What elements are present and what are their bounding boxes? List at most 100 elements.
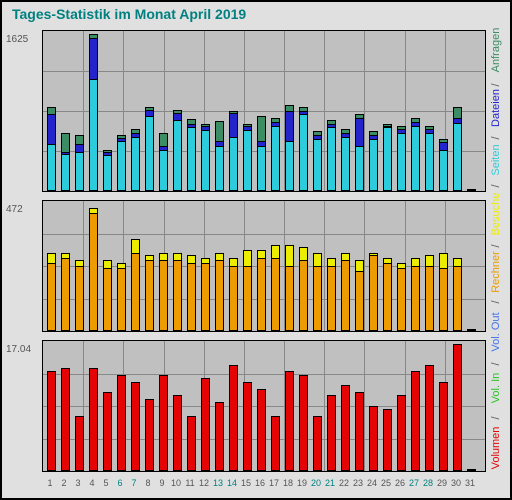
x-label: 26 [393,478,407,488]
bar [425,266,434,331]
x-label: 8 [141,478,155,488]
x-label: 16 [253,478,267,488]
bar [103,155,112,191]
bar [145,116,154,191]
panel-bot [42,340,486,472]
x-label: 6 [113,478,127,488]
x-label: 5 [99,478,113,488]
bar [215,260,224,331]
bar [299,375,308,471]
x-label: 31 [463,478,477,488]
bar [201,263,210,331]
bar [187,127,196,191]
bar [47,263,56,331]
bar [271,258,280,331]
bar [439,268,448,331]
bar [425,133,434,191]
bar [271,126,280,191]
bar [453,123,462,191]
bar [159,375,168,471]
bar [243,130,252,191]
bar [397,133,406,191]
bar [61,154,70,191]
bar [425,365,434,471]
bar [313,416,322,471]
x-label: 4 [85,478,99,488]
x-label: 17 [267,478,281,488]
bar [411,371,420,471]
bar [369,255,378,331]
bar [299,114,308,191]
bar [89,368,98,471]
bar [131,137,140,191]
bar [383,409,392,471]
bar [355,271,364,331]
bar [187,263,196,331]
bar [341,137,350,191]
chart-title: Tages-Statistik im Monat April 2019 [12,6,246,22]
bar [341,385,350,471]
bar [467,189,476,191]
bar [397,268,406,331]
x-label: 23 [351,478,365,488]
bar [257,146,266,191]
bar [229,137,238,191]
x-label: 25 [379,478,393,488]
y-tick-bot: 17.04 [6,344,31,355]
bar [103,392,112,471]
bar [383,127,392,191]
x-label: 20 [309,478,323,488]
bar [369,139,378,191]
bar [89,79,98,191]
bar [383,263,392,331]
x-label: 21 [323,478,337,488]
panel-mid [42,200,486,332]
bar [257,258,266,331]
bar [173,120,182,191]
bar [257,389,266,471]
bar [131,253,140,331]
bar [285,141,294,192]
bar [411,266,420,331]
bar [243,266,252,331]
x-label: 30 [449,478,463,488]
bar [75,152,84,191]
x-label: 3 [71,478,85,488]
bar [439,382,448,471]
bar [187,416,196,471]
bar [369,406,378,471]
x-label: 10 [169,478,183,488]
bar [145,260,154,331]
x-label: 2 [57,478,71,488]
bar [285,371,294,471]
y-tick-top: 1625 [6,34,28,45]
x-label: 29 [435,478,449,488]
x-label: 7 [127,478,141,488]
panel-top [42,30,486,192]
bar [117,375,126,471]
bar [285,266,294,331]
bar [215,146,224,191]
x-axis: 1234567891011121314151617181920212223242… [42,478,480,494]
x-label: 22 [337,478,351,488]
bar [229,365,238,471]
bar [47,371,56,471]
bar [397,395,406,471]
bar [145,399,154,471]
bar [47,144,56,191]
bar [201,130,210,191]
bar [327,127,336,191]
x-label: 15 [239,478,253,488]
bar [75,266,84,331]
bar [159,260,168,331]
bar [75,416,84,471]
bar [271,416,280,471]
bar [411,126,420,191]
legend-volumen: Volumen [490,408,502,488]
bar [313,266,322,331]
bar [341,260,350,331]
x-label: 1 [43,478,57,488]
bar [439,150,448,191]
x-label: 18 [281,478,295,488]
x-label: 13 [211,478,225,488]
